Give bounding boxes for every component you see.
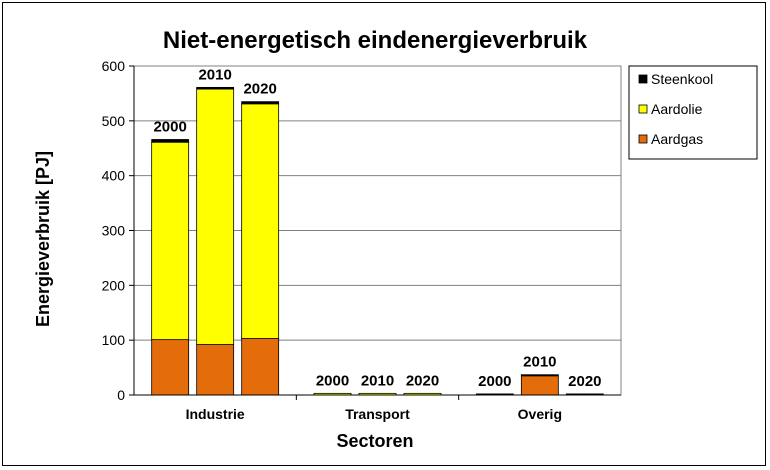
x-category-labels: Industrie Transport Overig	[186, 406, 562, 422]
bar-aardolie-2010	[196, 88, 235, 345]
bar-steenkool-2010	[196, 86, 235, 90]
chart: Niet-energetisch eindenergieverbruik 0 10…	[33, 27, 758, 451]
year-label: 2020	[568, 373, 601, 390]
bar-aardgas-2010	[520, 375, 559, 396]
bar-aardolie-2000	[151, 141, 190, 341]
legend-swatch-aardgas	[638, 134, 648, 144]
year-label: 2000	[316, 372, 349, 389]
y-tick-label-400: 400	[102, 168, 126, 184]
legend-label-aardolie: Aardolie	[651, 101, 703, 117]
year-label: 2020	[243, 81, 276, 98]
y-tick-labels: 0 100 200 300 400 500 600	[102, 58, 126, 403]
bar-aardgas-2010	[196, 344, 235, 396]
legend: Steenkool Aardolie Aardgas	[628, 65, 758, 160]
chart-frame: Niet-energetisch eindenergieverbruik 0 10…	[2, 2, 766, 466]
chart-title: Niet-energetisch eindenergieverbruik	[163, 27, 588, 54]
legend-label-steenkool: Steenkool	[651, 71, 713, 87]
legend-swatch-steenkool	[638, 74, 648, 84]
x-category-label: Transport	[345, 406, 410, 422]
year-label: 2010	[198, 66, 231, 83]
bar-aardgas-2020	[241, 338, 280, 396]
y-tick-label-100: 100	[102, 332, 126, 348]
legend-swatch-aardolie	[638, 104, 648, 114]
x-category-label: Industrie	[186, 406, 245, 422]
y-tick-label-300: 300	[102, 223, 126, 239]
y-tick-label-200: 200	[102, 277, 126, 293]
y-tick-label-0: 0	[117, 387, 125, 403]
bar-steenkool-2000	[151, 139, 190, 143]
year-label: 2020	[406, 372, 439, 389]
bar-aardgas-2000	[151, 339, 190, 396]
axes	[129, 65, 621, 400]
y-axis-title: Energieverbruik [PJ]	[33, 151, 53, 327]
year-label: 2000	[478, 373, 511, 390]
x-axis-title: Sectoren	[336, 431, 413, 451]
year-label: 2000	[153, 118, 186, 135]
bar-aardolie-2020	[241, 103, 280, 339]
bars	[151, 86, 604, 396]
year-label: 2010	[361, 372, 394, 389]
y-tick-label-600: 600	[102, 58, 126, 74]
y-tick-label-500: 500	[102, 113, 126, 129]
legend-box	[628, 65, 758, 160]
legend-label-aardgas: Aardgas	[651, 131, 703, 147]
year-labels: 2000 2010 2020 2000 2010 2020 2000 2010 2020	[153, 66, 601, 390]
x-category-label: Overig	[518, 406, 562, 422]
bar-steenkool-2020	[241, 101, 280, 105]
bar-steenkool-2010	[520, 374, 559, 377]
year-label: 2010	[523, 354, 556, 371]
